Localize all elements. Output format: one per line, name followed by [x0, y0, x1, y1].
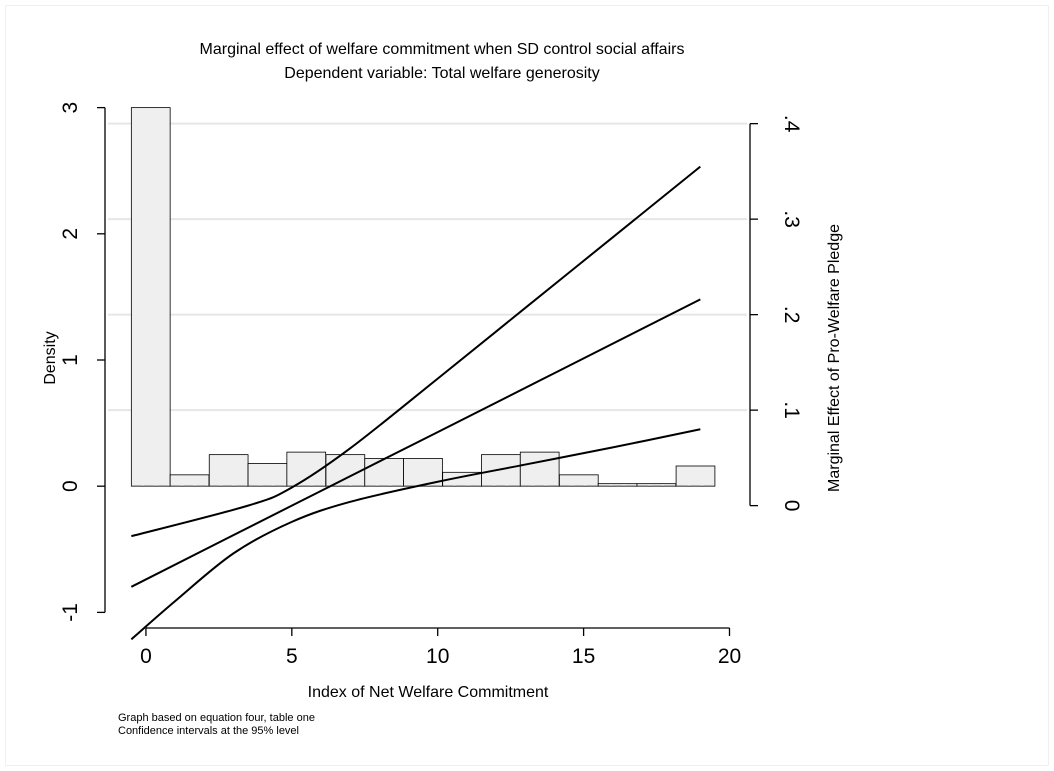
- histogram-bar: [364, 458, 404, 487]
- gridlines: [108, 122, 747, 412]
- left-tick-label: 2: [59, 228, 82, 240]
- histogram-bar: [169, 474, 210, 487]
- right-tick-label: .3: [780, 210, 803, 228]
- line-lower: [130, 428, 701, 641]
- chart-subtitle: Dependent variable: Total welfare genero…: [284, 65, 599, 82]
- chart-title: Marginal effect of welfare commitment wh…: [200, 41, 685, 58]
- right-tick-label: .4: [780, 115, 803, 133]
- chart-frame: [5, 5, 1049, 766]
- line-estimate: [130, 298, 701, 588]
- right-tick-label: .2: [780, 306, 803, 324]
- left-tick-label: 3: [59, 102, 82, 114]
- left-tick-label: 0: [59, 480, 82, 492]
- axes: -1 0 1 2 3 0 .1 .2 .3 .4 0 5 10 15 20: [59, 102, 803, 668]
- x-tick-label: 20: [718, 645, 741, 668]
- x-tick-label: 15: [572, 645, 595, 668]
- histogram-bar: [208, 454, 249, 487]
- x-tick-label: 5: [286, 645, 298, 668]
- note-line-1: Graph based on equation four, table one: [118, 712, 315, 724]
- histogram-bar: [325, 454, 366, 487]
- histogram-bar: [130, 107, 171, 487]
- right-tick-label: .1: [780, 401, 803, 419]
- note-line-2: Confidence intervals at the 95% level: [118, 725, 299, 737]
- right-axis-label: Marginal Effect of Pro-Welfare Pledge: [826, 224, 843, 492]
- histogram-bar: [519, 451, 560, 487]
- histogram-bar: [481, 454, 521, 487]
- left-tick-label: 1: [59, 354, 82, 366]
- histogram-bar: [247, 463, 288, 487]
- right-tick-label: 0: [780, 500, 803, 512]
- histogram-bar: [675, 465, 716, 487]
- x-tick-label: 10: [426, 645, 449, 668]
- histogram-bar: [558, 474, 599, 487]
- line-upper: [131, 165, 701, 538]
- effect-lines: [130, 165, 701, 641]
- left-axis-label: Density: [42, 331, 59, 384]
- x-tick-label: 0: [140, 645, 152, 668]
- x-axis-label: Index of Net Welfare Commitment: [308, 684, 549, 701]
- left-tick-label: -1: [59, 603, 82, 622]
- histogram-bars: [130, 107, 716, 487]
